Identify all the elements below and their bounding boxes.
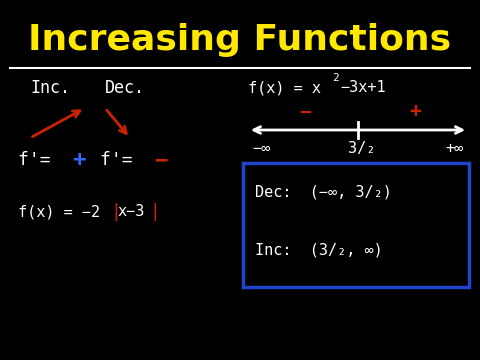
- Text: +: +: [72, 150, 85, 170]
- Text: Inc.: Inc.: [30, 79, 70, 97]
- Text: −: −: [154, 150, 168, 170]
- Text: f(x) = x: f(x) = x: [248, 81, 321, 95]
- Text: Dec:  (−∞, 3/₂): Dec: (−∞, 3/₂): [255, 184, 392, 199]
- Text: −∞: −∞: [252, 140, 270, 156]
- Text: f(x) = −2: f(x) = −2: [18, 204, 100, 220]
- Text: f'=: f'=: [18, 151, 61, 169]
- Text: |: |: [110, 203, 121, 221]
- Text: 3/₂: 3/₂: [348, 140, 375, 156]
- Text: −: −: [299, 103, 311, 122]
- Text: Increasing Functions: Increasing Functions: [28, 23, 452, 57]
- Text: +∞: +∞: [445, 140, 463, 156]
- Text: 2: 2: [332, 73, 339, 83]
- Text: Dec.: Dec.: [105, 79, 145, 97]
- Text: |: |: [149, 203, 160, 221]
- Text: x−3: x−3: [117, 204, 144, 220]
- Text: f'=: f'=: [100, 151, 144, 169]
- Text: +: +: [409, 103, 421, 122]
- Text: −3x+1: −3x+1: [340, 81, 385, 95]
- Text: Inc:  (3/₂, ∞): Inc: (3/₂, ∞): [255, 243, 383, 257]
- FancyBboxPatch shape: [243, 163, 469, 287]
